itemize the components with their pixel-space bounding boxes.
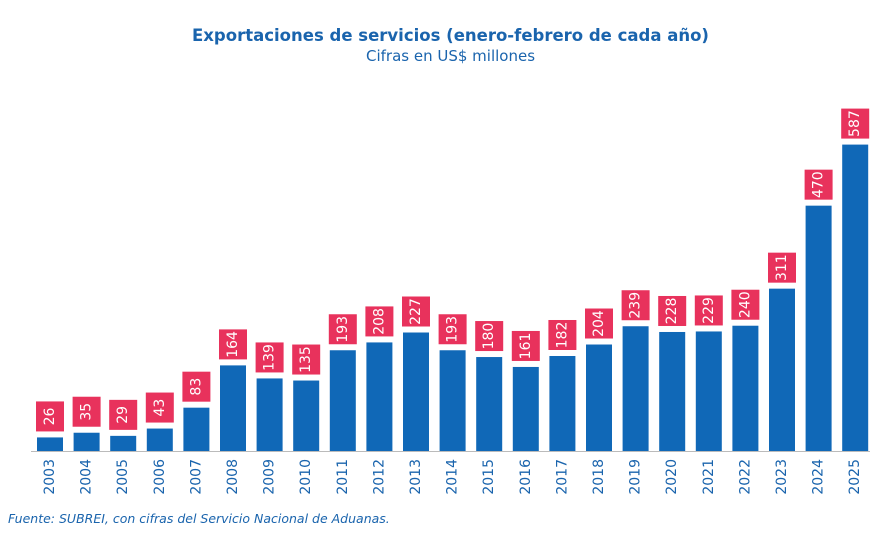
x-tick-label: 2013 — [408, 459, 424, 495]
x-tick-label: 2014 — [445, 459, 461, 495]
data-label: 204 — [591, 310, 607, 337]
x-tick-label: 2016 — [518, 459, 534, 495]
data-label: 29 — [115, 406, 131, 424]
data-label: 43 — [152, 399, 168, 417]
bar — [695, 331, 722, 451]
x-tick-label: 2006 — [152, 459, 168, 495]
bar — [842, 144, 869, 451]
bar — [549, 355, 576, 451]
data-label-box — [658, 295, 687, 326]
data-label: 164 — [225, 331, 241, 358]
chart-title: Exportaciones de servicios (enero-febrer… — [192, 26, 709, 45]
x-tick-label: 2021 — [701, 459, 717, 495]
data-label-box — [548, 319, 577, 350]
x-tick-label: 2024 — [811, 459, 827, 495]
data-label-box — [145, 392, 174, 423]
data-label: 240 — [737, 291, 753, 318]
x-tick-label: 2011 — [335, 459, 351, 495]
bar — [403, 332, 429, 451]
data-label: 311 — [774, 254, 790, 281]
x-tick-label: 2015 — [481, 459, 497, 495]
data-label-box — [804, 169, 833, 200]
x-tick-label: 2004 — [79, 459, 95, 495]
data-label: 26 — [42, 407, 58, 425]
data-label-box — [585, 308, 613, 339]
x-tick-label: 2023 — [774, 459, 790, 495]
x-tick-label: 2022 — [737, 459, 753, 495]
bar — [512, 366, 539, 451]
data-label: 229 — [701, 297, 717, 324]
data-label: 228 — [664, 298, 680, 325]
x-tick-label: 2009 — [262, 459, 278, 495]
data-label-box — [328, 314, 357, 345]
data-label-box — [255, 342, 284, 373]
data-label: 180 — [481, 323, 497, 350]
data-label-box — [109, 399, 138, 430]
bar — [293, 380, 320, 451]
data-label-box — [219, 329, 247, 360]
bar — [366, 342, 393, 451]
data-label-box — [768, 252, 796, 283]
bar — [805, 205, 832, 451]
source-note: Fuente: SUBREI, con cifras del Servicio … — [8, 511, 390, 526]
x-tick-label: 2025 — [847, 459, 863, 495]
bar — [659, 331, 686, 451]
data-label: 35 — [79, 403, 95, 421]
data-label-box — [365, 306, 394, 337]
x-tick-label: 2017 — [554, 459, 570, 495]
bar — [73, 432, 100, 451]
data-label: 193 — [335, 316, 351, 343]
x-tick-label: 2020 — [664, 459, 680, 495]
x-tick-label: 2019 — [628, 459, 644, 495]
data-label: 227 — [408, 298, 424, 325]
bar — [37, 437, 63, 451]
data-label-box — [402, 296, 430, 327]
bar — [183, 407, 210, 451]
data-label-box — [621, 290, 650, 321]
bar — [732, 325, 759, 451]
data-label-box — [72, 396, 101, 427]
data-label: 161 — [518, 333, 534, 360]
data-label: 83 — [188, 378, 204, 396]
data-label: 193 — [445, 316, 461, 343]
data-label: 135 — [298, 346, 314, 373]
bar — [220, 365, 246, 451]
data-label: 139 — [262, 344, 278, 371]
x-tick-label: 2012 — [371, 459, 387, 495]
data-label-box — [731, 289, 760, 320]
data-label: 208 — [371, 308, 387, 335]
data-label: 470 — [811, 171, 827, 198]
bar — [476, 357, 503, 451]
chart-subtitle: Cifras en US$ millones — [365, 47, 536, 65]
x-tick-label: 2018 — [591, 459, 607, 495]
data-label-box — [36, 401, 64, 432]
bar — [256, 378, 283, 451]
bar — [439, 350, 466, 451]
bar — [110, 435, 137, 451]
data-label: 239 — [628, 292, 644, 319]
x-tick-label: 2007 — [188, 459, 204, 495]
data-label-box — [475, 321, 504, 352]
bar — [769, 288, 795, 451]
x-tick-label: 2005 — [115, 459, 131, 495]
data-label-box — [438, 314, 467, 345]
data-label: 587 — [847, 110, 863, 137]
data-label-box — [182, 371, 211, 402]
x-tick-label: 2003 — [42, 459, 58, 495]
bar — [329, 350, 356, 451]
data-label-box — [511, 330, 540, 361]
data-label: 182 — [554, 322, 570, 349]
data-label-box — [841, 108, 870, 139]
bar — [146, 428, 173, 451]
x-tick-label: 2010 — [298, 459, 314, 495]
data-label-box — [694, 295, 723, 326]
data-label-box — [292, 344, 321, 375]
bar — [586, 344, 612, 451]
bar — [622, 326, 649, 451]
x-tick-label: 2008 — [225, 459, 241, 495]
